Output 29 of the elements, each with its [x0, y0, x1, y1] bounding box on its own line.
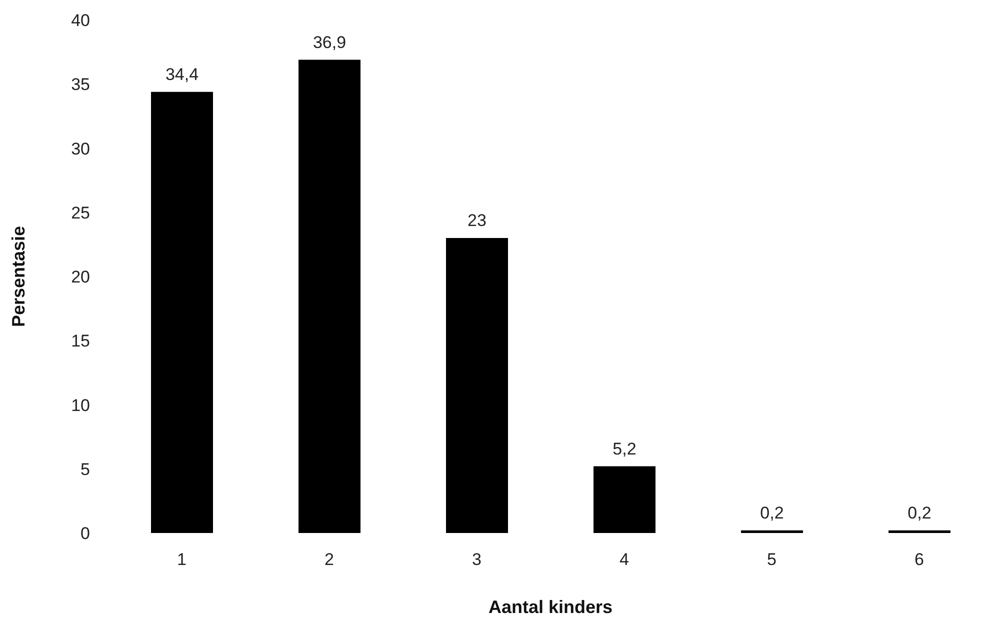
bar	[151, 92, 213, 533]
bar	[888, 530, 950, 533]
x-axis-title: Aantal kinders	[488, 597, 613, 617]
bar	[594, 466, 656, 533]
data-label: 34,4	[165, 64, 199, 84]
y-tick-label: 5	[80, 460, 90, 479]
y-tick-label: 15	[71, 332, 90, 351]
bar	[298, 60, 360, 533]
data-label: 0,2	[760, 503, 784, 522]
data-label: 5,2	[612, 439, 636, 458]
bar	[446, 238, 508, 533]
data-label: 36,9	[312, 32, 346, 52]
x-tick-label: 5	[767, 550, 776, 570]
y-tick-label: 35	[71, 75, 90, 94]
y-tick-label: 40	[71, 11, 90, 30]
data-label: 0,2	[908, 503, 932, 522]
x-tick-label: 2	[324, 550, 334, 570]
bar	[741, 530, 803, 533]
data-label: 23	[468, 211, 486, 230]
x-tick-label: 1	[177, 550, 186, 570]
y-tick-label: 10	[71, 396, 90, 415]
y-tick-label: 25	[71, 203, 90, 222]
x-tick-label: 4	[620, 550, 629, 570]
y-tick-label: 0	[80, 524, 90, 544]
x-tick-label: 6	[914, 550, 924, 570]
y-axis-title: Persentasie	[8, 226, 28, 328]
x-tick-label: 3	[472, 550, 482, 570]
y-tick-label: 20	[71, 268, 90, 287]
y-tick-label: 30	[71, 139, 90, 158]
